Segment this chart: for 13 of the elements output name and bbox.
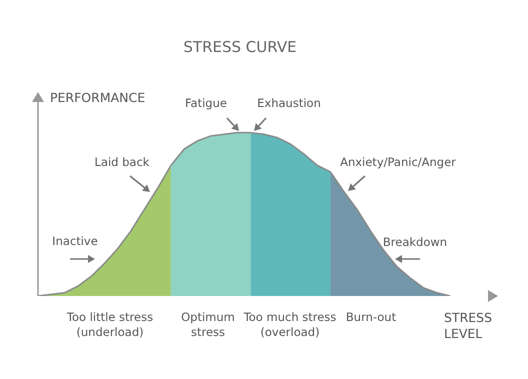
text: Fatigue — [184, 96, 228, 111]
text: Burn-out — [346, 310, 396, 324]
annotation: Anxiety/Panic/Anger — [339, 155, 457, 170]
text: Exhaustion — [256, 96, 322, 111]
chart-title: STRESS CURVE — [183, 38, 297, 56]
text: Too little stress (underload) — [66, 310, 154, 340]
annotation: Inactive — [51, 234, 99, 249]
x-axis-title: STRESS LEVEL — [444, 310, 494, 342]
y-axis-title: PERFORMANCE — [50, 90, 146, 105]
annotation: Laid back — [94, 155, 150, 170]
annotation: Breakdown — [382, 235, 448, 250]
text: Too much stress (overload) — [242, 310, 338, 340]
text: Optimum stress — [180, 310, 236, 340]
